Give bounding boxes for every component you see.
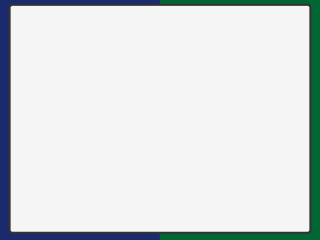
Text: Think-Group-Share: Think-Group-Share: [64, 29, 256, 47]
Text: A.  positive (+1): A. positive (+1): [30, 103, 164, 118]
Text: What charge does an electron
  have?: What charge does an electron have?: [30, 57, 279, 91]
Text: B.  negative (-1): B. negative (-1): [30, 139, 164, 154]
Text: C.  neutral - no charge (0): C. neutral - no charge (0): [30, 175, 244, 190]
